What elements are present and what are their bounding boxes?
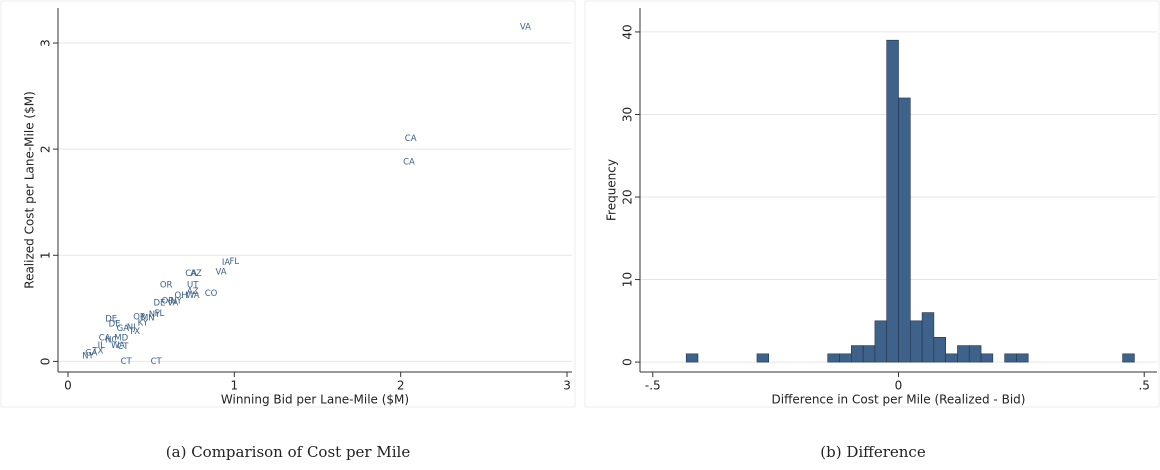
point-label: NY	[170, 296, 182, 306]
point-label: WA	[186, 291, 200, 301]
bar	[851, 345, 864, 363]
bar	[945, 353, 958, 363]
point-label: CA	[185, 269, 197, 279]
point-label: TX	[91, 346, 103, 356]
point-label: TX	[128, 327, 140, 337]
bar	[968, 345, 982, 363]
point-label: OR	[133, 312, 146, 322]
point-label: AZ	[187, 287, 199, 297]
bar	[874, 320, 888, 363]
x-tick-label: -.5	[645, 379, 661, 393]
bar	[1122, 353, 1135, 363]
point-label: IA	[222, 258, 231, 268]
point-label: AZ	[190, 269, 202, 279]
y-tick-label: 3	[39, 39, 53, 47]
y-tick-label: 0	[621, 358, 635, 366]
y-tick-label: 2	[39, 145, 53, 153]
panel-frame	[0, 0, 576, 408]
bar	[933, 337, 946, 363]
bar	[957, 345, 970, 363]
point-label: CO	[205, 289, 218, 299]
point-label: CA	[99, 334, 111, 344]
x-axis-title: Winning Bid per Lane-Mile ($M)	[221, 393, 409, 407]
bar	[898, 97, 911, 363]
point-label: OR	[161, 296, 174, 306]
point-label: MN	[141, 313, 155, 323]
bar	[1016, 353, 1029, 363]
x-tick-label: 1	[231, 379, 239, 393]
point-label: OH	[175, 291, 188, 301]
point-label: VA	[167, 299, 178, 309]
point-label: NJ	[127, 323, 136, 333]
y-tick-label: 10	[621, 272, 635, 287]
bar	[1004, 353, 1017, 363]
y-tick-label: 1	[39, 251, 53, 259]
point-label: CT	[121, 357, 133, 367]
bar	[862, 345, 876, 363]
point-label: IL	[98, 341, 106, 351]
y-tick-label: 40	[621, 24, 635, 39]
point-label: FL	[230, 257, 240, 267]
bar	[827, 353, 840, 363]
point-label: CA	[405, 134, 417, 144]
point-label: CT	[151, 357, 163, 367]
bar	[685, 353, 699, 363]
point-label: NY	[82, 352, 94, 362]
y-tick-label: 0	[39, 358, 53, 366]
x-tick-label: 2	[397, 379, 405, 393]
x-tick-label: .5	[1138, 379, 1149, 393]
point-label: OR	[160, 280, 173, 290]
bar	[756, 353, 770, 363]
bar	[839, 353, 852, 363]
point-label: VA	[215, 268, 226, 278]
point-label: KY	[138, 319, 149, 329]
y-tick-label: 20	[621, 189, 635, 204]
point-label: DE	[109, 320, 121, 330]
bar	[909, 320, 923, 363]
y-axis-title: Realized Cost per Lane-Mile ($M)	[23, 91, 37, 288]
caption: (a) Comparison of Cost per Mile	[166, 443, 411, 461]
bar	[921, 312, 935, 363]
point-label: MD	[114, 334, 128, 344]
point-label: GA	[117, 324, 130, 334]
point-label: NC	[105, 336, 117, 346]
point-label: NY	[149, 310, 161, 320]
point-label: DE	[154, 299, 166, 309]
point-label: CA	[403, 157, 415, 167]
point-label: UT	[187, 280, 199, 290]
point-label: VA	[520, 23, 531, 33]
panel-frame	[584, 0, 1160, 408]
caption: (b) Difference	[820, 443, 926, 461]
x-axis-title: Difference in Cost per Mile (Realized - …	[772, 393, 1026, 407]
point-label: DE	[105, 314, 117, 324]
x-tick-label: 0	[895, 379, 903, 393]
x-tick-label: 3	[563, 379, 571, 393]
x-tick-label: 0	[64, 379, 72, 393]
point-label: CT	[117, 342, 129, 352]
point-label: WA	[111, 341, 125, 351]
bar	[980, 353, 994, 363]
y-tick-label: 30	[621, 107, 635, 122]
point-label: FL	[155, 309, 165, 319]
point-label: GA	[85, 348, 98, 358]
bar	[886, 39, 899, 363]
y-axis-title: Frequency	[605, 159, 619, 221]
